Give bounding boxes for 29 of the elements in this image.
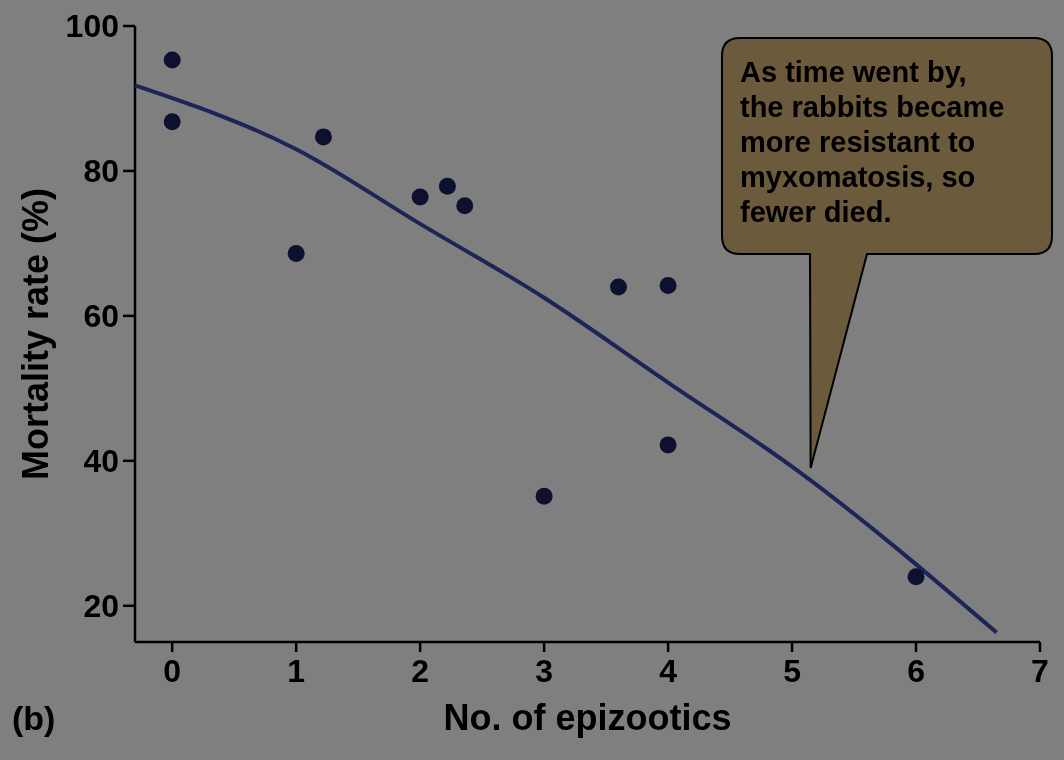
- x-tick-label: 3: [535, 653, 554, 689]
- point: [163, 113, 181, 131]
- point: [163, 51, 181, 69]
- y-tick-label: 60: [83, 298, 119, 335]
- point: [609, 278, 627, 296]
- x-tick-label: 2: [411, 653, 430, 689]
- x-axis-title: No. of epizootics: [443, 697, 732, 738]
- x-tick-label: 6: [907, 653, 925, 689]
- y-tick-label: 40: [83, 443, 119, 480]
- x-tick-label: 0: [163, 653, 182, 689]
- point: [287, 245, 305, 263]
- x-tick-label: 1: [287, 653, 306, 689]
- point: [535, 487, 553, 505]
- annotation: As time went by, the rabbits became more resistant to myxomatosis, so fewer died.: [740, 56, 1005, 228]
- text: (b): [12, 699, 56, 737]
- point: [659, 436, 677, 454]
- x-tick-label: 7: [1031, 653, 1049, 689]
- x-tick-label: 5: [783, 653, 801, 689]
- point: [411, 188, 429, 206]
- y-tick-label: 20: [83, 587, 119, 624]
- point: [907, 568, 925, 586]
- point: [456, 197, 474, 215]
- point: [659, 276, 677, 294]
- point: [438, 177, 456, 195]
- y-tick-label: 80: [83, 153, 119, 190]
- x-tick-label: 4: [659, 653, 678, 689]
- point: [314, 128, 332, 146]
- y-axis-title: Mortality rate (%): [15, 187, 56, 481]
- y-tick-label: 100: [65, 8, 119, 45]
